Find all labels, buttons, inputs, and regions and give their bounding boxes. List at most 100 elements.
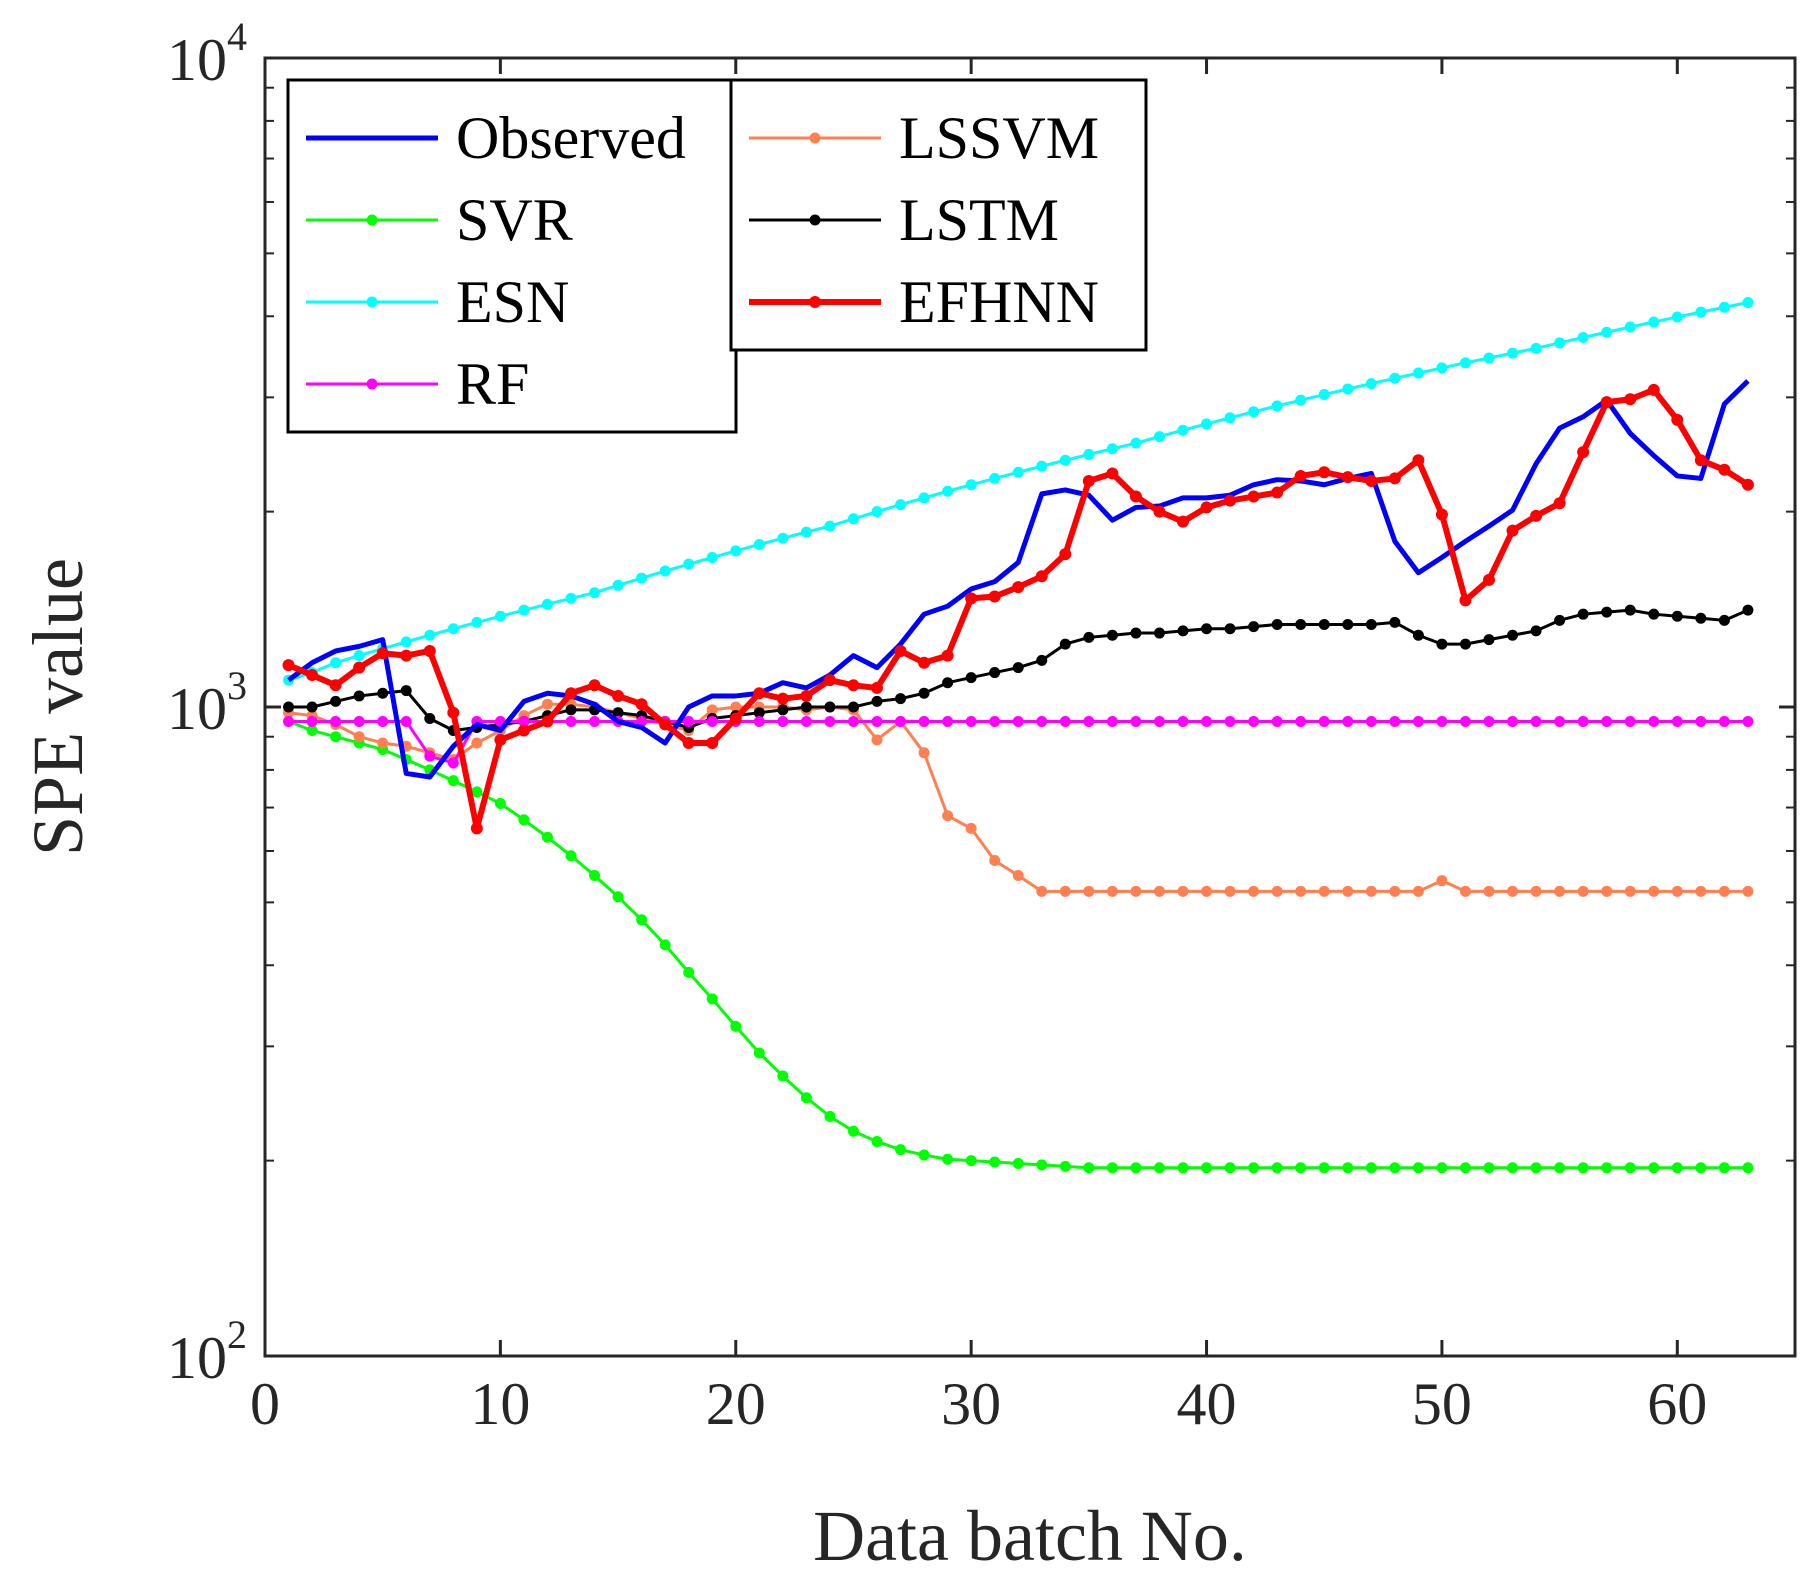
svr-point bbox=[1554, 1162, 1566, 1174]
efhnn-point bbox=[823, 674, 836, 687]
lssvm-point bbox=[1648, 885, 1660, 897]
svr-point bbox=[1083, 1162, 1095, 1174]
rf-point bbox=[1671, 715, 1683, 727]
lssvm-point bbox=[1130, 885, 1142, 897]
svr-point bbox=[1059, 1160, 1071, 1172]
rf-point bbox=[1318, 715, 1330, 727]
lstm-point bbox=[1271, 619, 1283, 631]
efhnn-point bbox=[1082, 474, 1095, 487]
rf-point bbox=[283, 715, 295, 727]
esn-point bbox=[1177, 424, 1189, 436]
rf-point bbox=[424, 750, 436, 762]
svr-point bbox=[800, 1092, 812, 1104]
lssvm-point bbox=[1201, 885, 1213, 897]
lssvm-point bbox=[942, 810, 954, 822]
svr-point bbox=[1177, 1162, 1189, 1174]
lssvm-point bbox=[541, 698, 553, 710]
esn-point bbox=[777, 532, 789, 544]
efhnn-point bbox=[1200, 501, 1213, 514]
rf-point bbox=[1153, 715, 1165, 727]
rf-point bbox=[918, 715, 930, 727]
svr-point bbox=[777, 1070, 789, 1082]
esn-point bbox=[847, 513, 859, 525]
efhnn-point bbox=[1577, 446, 1590, 459]
y-axis-label: SPE value bbox=[18, 558, 98, 856]
lssvm-point bbox=[1624, 885, 1636, 897]
esn-point bbox=[706, 551, 718, 563]
series-observed bbox=[287, 379, 1750, 780]
svr-point bbox=[1718, 1162, 1730, 1174]
esn-point bbox=[1295, 394, 1307, 406]
efhnn-point bbox=[776, 692, 789, 705]
rf-point bbox=[871, 715, 883, 727]
x-tick-label: 40 bbox=[1177, 1371, 1237, 1437]
legend: Observed SVR ESN RF LSSVM LSTM EFHNN bbox=[286, 78, 1148, 434]
legend-label-rf: RF bbox=[456, 351, 529, 417]
esn-point bbox=[1083, 448, 1095, 460]
rf-point bbox=[1624, 715, 1636, 727]
rf-point bbox=[1459, 715, 1471, 727]
rf-point bbox=[1577, 715, 1589, 727]
lstm-point bbox=[1365, 619, 1377, 631]
lstm-point bbox=[1412, 629, 1424, 641]
rf-point bbox=[895, 715, 907, 727]
lssvm-point bbox=[1177, 885, 1189, 897]
rf-point bbox=[942, 715, 954, 727]
lssvm-point bbox=[730, 701, 742, 713]
esn-point bbox=[918, 492, 930, 504]
esn-point bbox=[1718, 301, 1730, 313]
rf-point bbox=[847, 715, 859, 727]
rf-point bbox=[1130, 715, 1142, 727]
lstm-point bbox=[1554, 614, 1566, 626]
series-layer bbox=[282, 297, 1754, 1174]
lssvm-point bbox=[706, 704, 718, 716]
legend-marker-esn bbox=[366, 296, 378, 308]
rf-point bbox=[1530, 715, 1542, 727]
rf-point bbox=[1389, 715, 1401, 727]
lssvm-point bbox=[377, 737, 389, 749]
efhnn-point bbox=[423, 644, 436, 657]
x-tick-label: 50 bbox=[1412, 1371, 1472, 1437]
esn-point bbox=[871, 506, 883, 518]
svr-point bbox=[1036, 1159, 1048, 1171]
svr-point bbox=[942, 1153, 954, 1165]
efhnn-point bbox=[1483, 573, 1495, 586]
esn-point bbox=[1153, 431, 1165, 443]
svr-point bbox=[1436, 1162, 1448, 1174]
lssvm-point bbox=[1248, 885, 1260, 897]
svr-point bbox=[1530, 1162, 1542, 1174]
rf-point bbox=[1224, 715, 1236, 727]
esn-point bbox=[659, 565, 671, 577]
esn-point bbox=[942, 485, 954, 497]
rf-point bbox=[377, 715, 389, 727]
esn-point bbox=[824, 520, 836, 532]
efhnn-point bbox=[1553, 497, 1566, 510]
lssvm-point bbox=[1012, 870, 1024, 882]
rf-point bbox=[1083, 715, 1095, 727]
lstm-point bbox=[1389, 616, 1401, 628]
esn-point bbox=[1412, 367, 1424, 379]
esn-point bbox=[565, 592, 577, 604]
efhnn-point bbox=[753, 687, 766, 700]
esn-point bbox=[612, 579, 624, 591]
x-axis-label: Data batch No. bbox=[813, 1496, 1247, 1576]
rf-point bbox=[1507, 715, 1519, 727]
esn-point bbox=[1577, 331, 1589, 343]
efhnn-point bbox=[1153, 505, 1166, 518]
lstm-point bbox=[847, 701, 859, 713]
legend-marker-lssvm bbox=[809, 132, 821, 144]
esn-point bbox=[1671, 311, 1683, 323]
esn-point bbox=[636, 572, 648, 584]
lstm-point bbox=[1624, 604, 1636, 616]
lstm-point bbox=[330, 695, 342, 707]
legend-label-lssvm: LSSVM bbox=[899, 105, 1099, 171]
esn-point bbox=[753, 538, 765, 550]
lstm-point bbox=[753, 707, 765, 719]
svr-point bbox=[1624, 1162, 1636, 1174]
efhnn-point bbox=[988, 590, 1001, 603]
esn-point bbox=[1389, 372, 1401, 384]
esn-point bbox=[1201, 418, 1213, 430]
efhnn-point bbox=[353, 661, 366, 674]
svr-point bbox=[1389, 1162, 1401, 1174]
esn-point bbox=[1365, 378, 1377, 390]
